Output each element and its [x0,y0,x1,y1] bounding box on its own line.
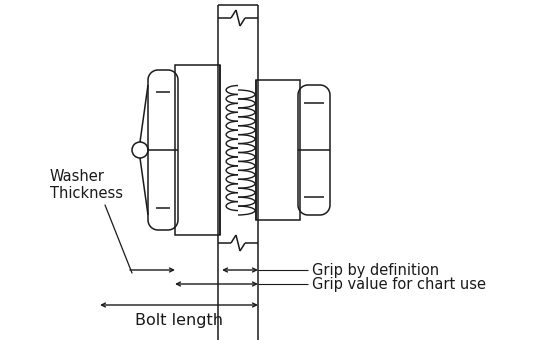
Text: Grip by definition: Grip by definition [312,262,439,277]
Text: Grip value for chart use: Grip value for chart use [312,277,486,292]
Text: Washer
Thickness: Washer Thickness [50,169,123,201]
Bar [256,80,300,220]
Bar [175,65,220,235]
Text: Bolt length: Bolt length [135,314,223,329]
